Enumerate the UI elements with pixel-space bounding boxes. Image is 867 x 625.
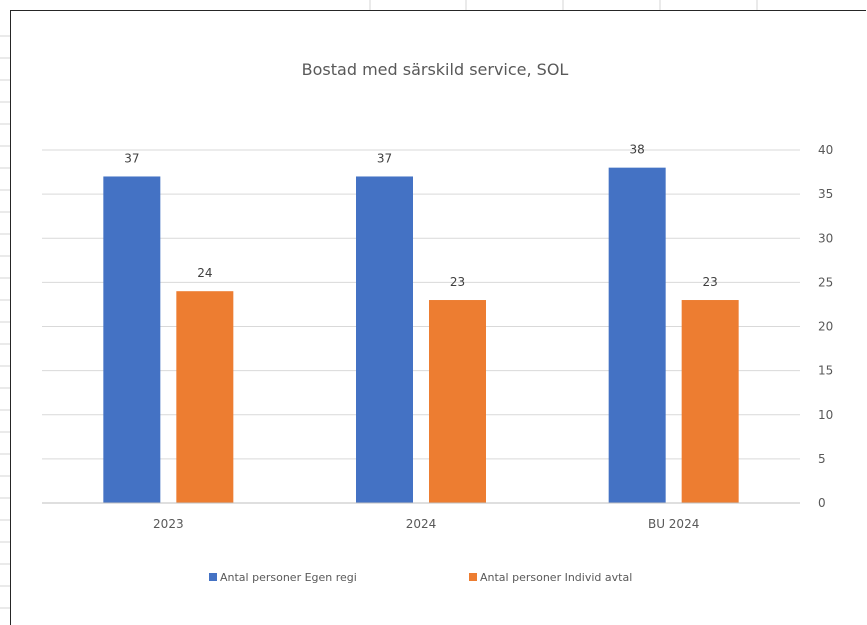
y-tick-label: 5 [818,452,826,466]
y-tick-label: 30 [818,231,833,245]
x-tick-label: 2023 [153,517,184,531]
data-label: 23 [703,275,718,289]
y-tick-label: 25 [818,275,833,289]
data-label: 37 [377,151,392,165]
bar [681,300,739,503]
legend-label: Antal personer Egen regi [220,571,357,584]
legend: Antal personer Egen regi Antal personer I… [209,571,632,584]
y-tick-label: 15 [818,364,833,378]
x-tick-label: 2024 [406,517,437,531]
data-label: 23 [450,275,465,289]
bar [103,176,161,503]
bar [176,291,234,503]
legend-swatch [209,573,217,581]
axes: 0 5 10 15 20 25 30 35 40 2023 2024 BU 2024 [42,143,833,531]
bars [103,167,739,503]
bar [356,176,413,503]
data-label: 38 [630,143,645,157]
legend-swatch [469,573,477,581]
x-tick-label: BU 2024 [648,517,699,531]
y-tick-label: 35 [818,187,833,201]
y-tick-label: 0 [818,496,826,510]
y-tick-label: 10 [818,408,833,422]
data-label: 37 [124,151,139,165]
y-tick-label: 40 [818,143,833,157]
data-labels: 37 24 37 23 38 23 [124,143,718,289]
bar [429,300,486,503]
chart-title: Bostad med särskild service, SOL [302,60,569,79]
legend-label: Antal personer Individ avtal [480,571,632,584]
y-tick-label: 20 [818,320,833,334]
bar [608,167,666,503]
data-label: 24 [197,266,212,280]
